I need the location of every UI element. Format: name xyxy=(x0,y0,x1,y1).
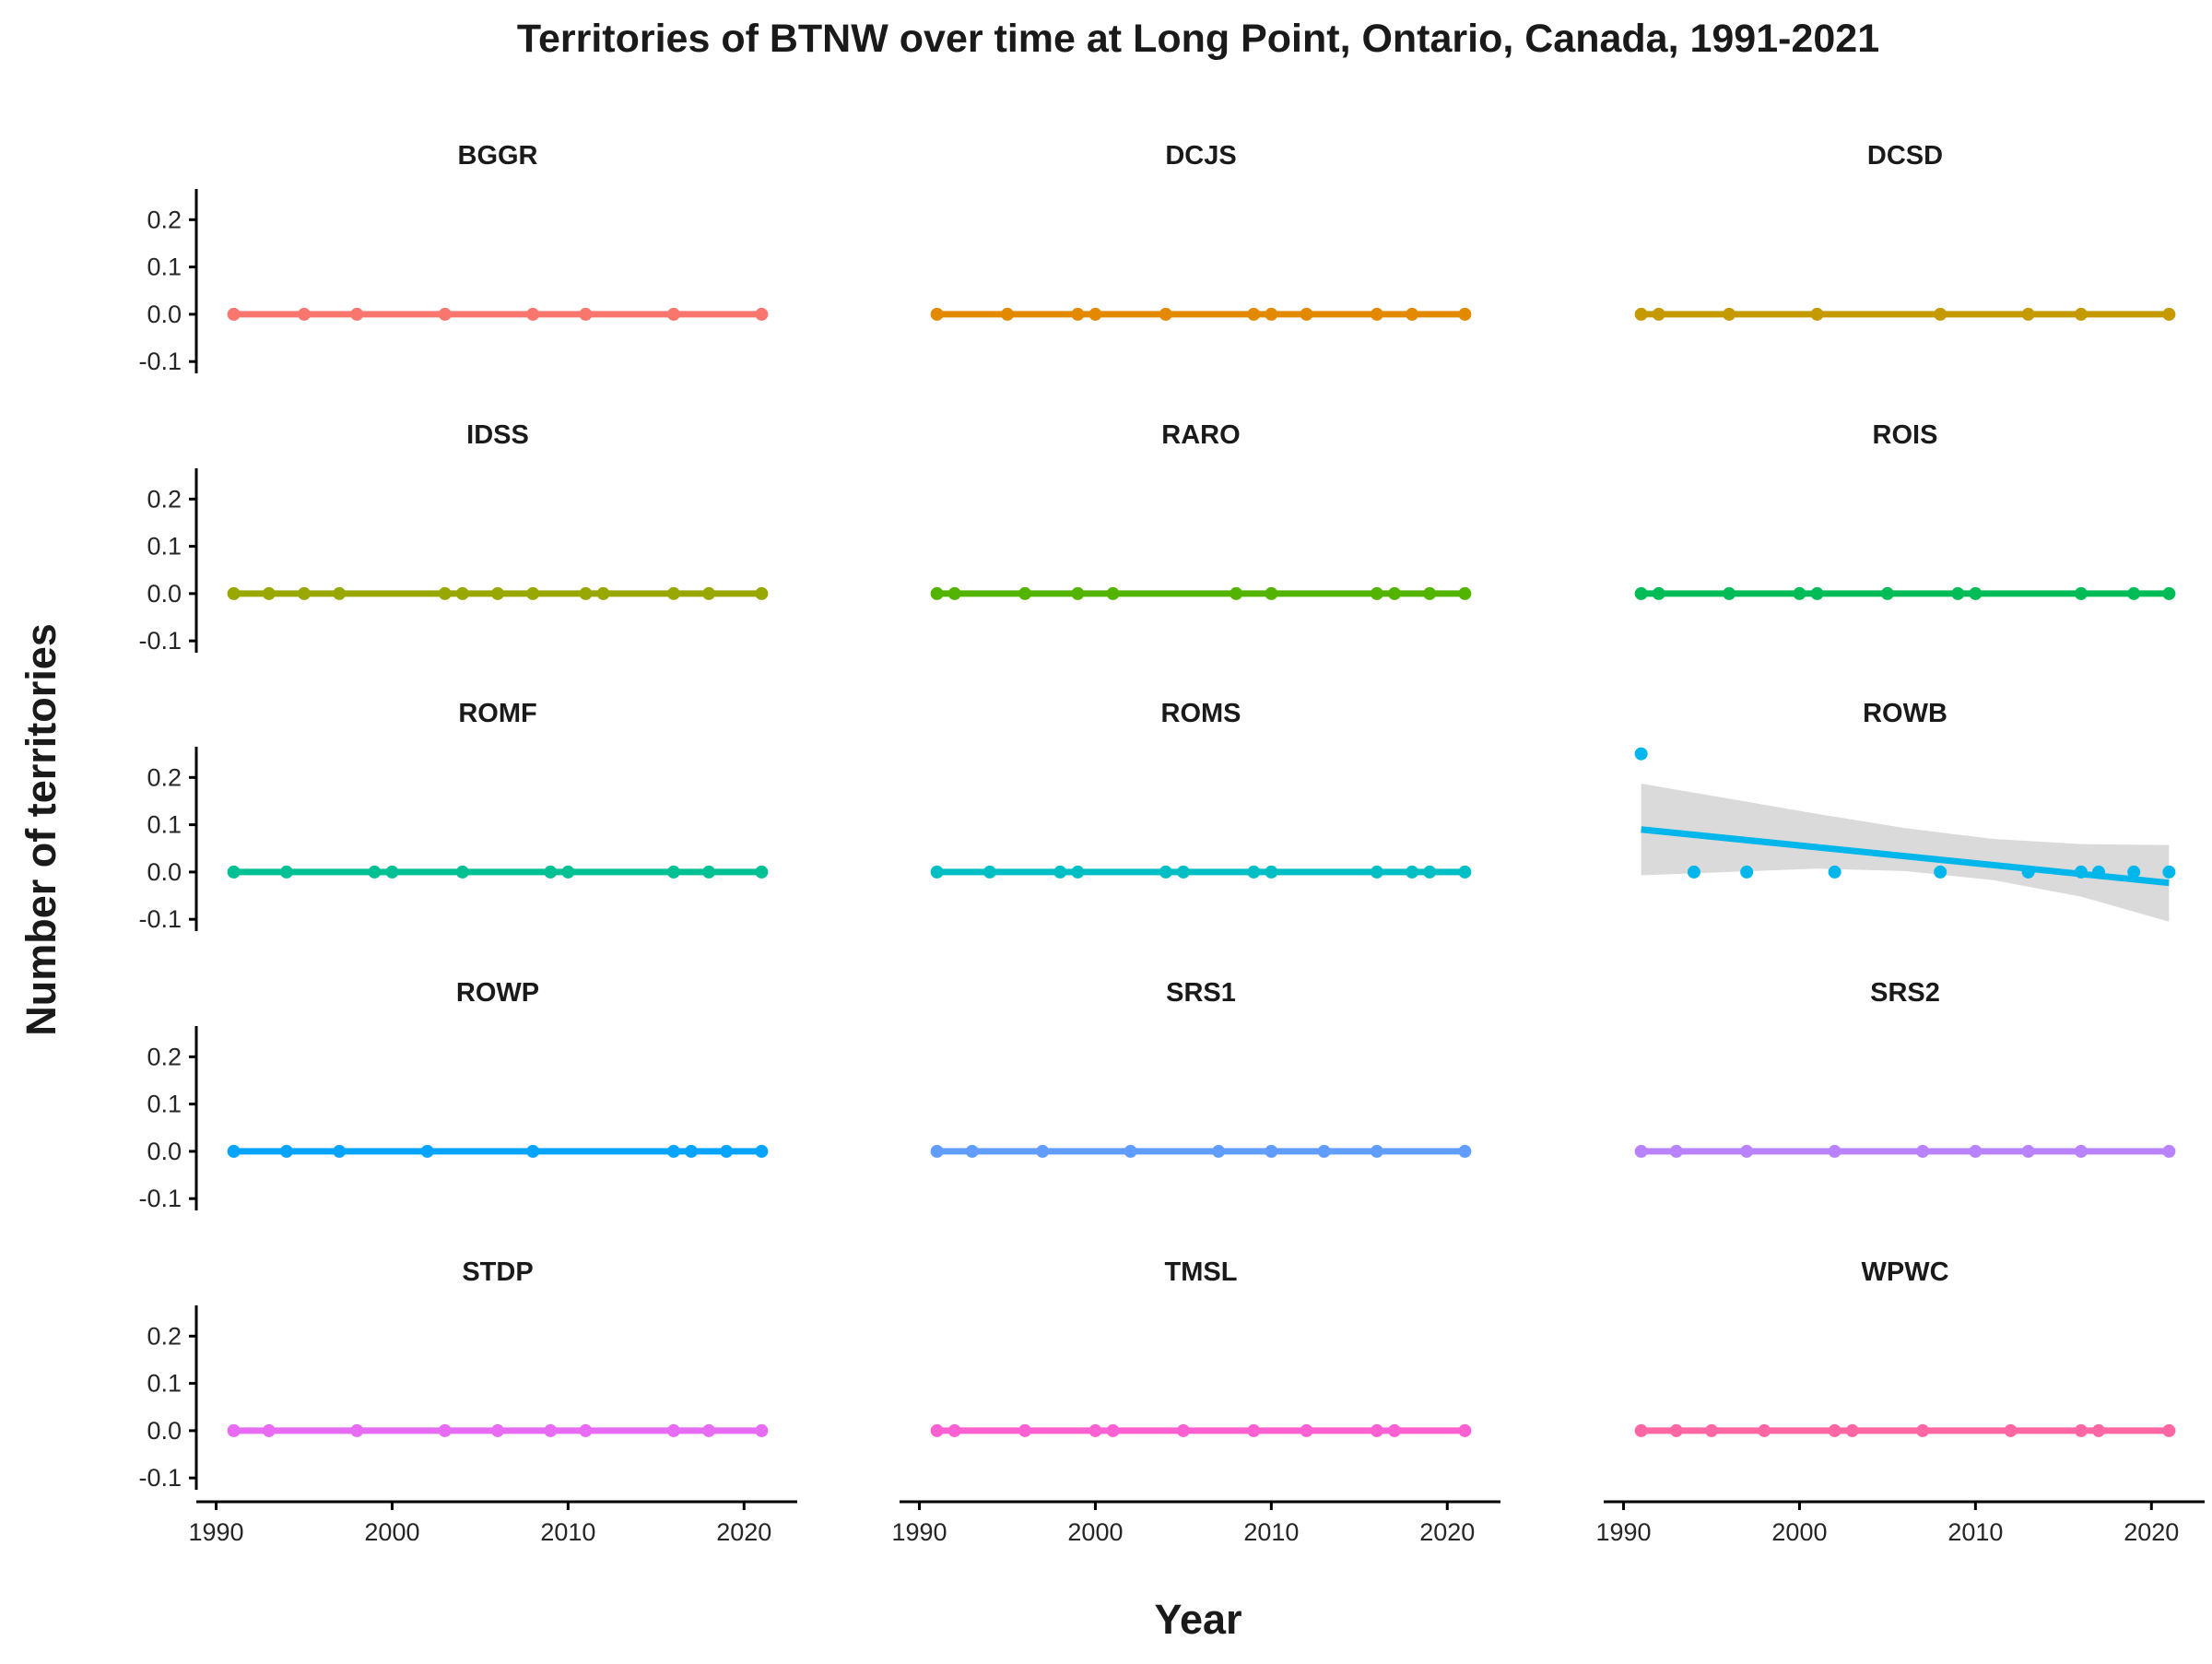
x-tick-label: 1990 xyxy=(1596,1518,1652,1546)
y-axis-title: Number of territories xyxy=(18,623,65,1036)
data-point-rowb xyxy=(1740,865,1754,879)
fit-line-rowb xyxy=(1641,826,2170,887)
panel-title-srs2: SRS2 xyxy=(1870,978,1940,1008)
facet-panel-rois: ROIS xyxy=(1634,420,2176,600)
y-tick-label: 0.1 xyxy=(147,533,182,561)
panel-title-rowb: ROWB xyxy=(1863,699,1947,728)
x-tick-label: 1990 xyxy=(892,1518,947,1546)
data-point-rowb xyxy=(1687,865,1700,879)
y-tick-label: 0.0 xyxy=(147,1138,182,1165)
x-axis-title: Year xyxy=(1154,1596,1241,1643)
facet-panel-stdp: STDP -0.1 0.0 0.1 0.2 1990 2000 2010 2020 xyxy=(138,1257,797,1546)
y-tick-label: 0.2 xyxy=(147,763,182,791)
facet-panel-roms: ROMS xyxy=(930,699,1472,879)
data-point-rowb xyxy=(1634,747,1648,761)
panel-title-wpwc: WPWC xyxy=(1861,1257,1948,1287)
x-tick-label: 2000 xyxy=(364,1518,419,1546)
y-tick-label: 0.0 xyxy=(147,580,182,608)
y-tick-label: 0.2 xyxy=(147,485,182,513)
x-tick-label: 2010 xyxy=(1947,1518,2003,1546)
panel-title-dcjs: DCJS xyxy=(1165,141,1236,171)
x-tick-label: 1990 xyxy=(189,1518,244,1546)
facet-panel-rowb: ROWB xyxy=(1634,699,2176,922)
panel-title-stdp: STDP xyxy=(462,1257,533,1287)
y-tick-label: -0.1 xyxy=(138,627,182,655)
data-point-rowb xyxy=(1828,865,1841,879)
facet-panel-rowp: ROWP -0.1 0.0 0.1 0.2 xyxy=(138,978,769,1212)
facet-panel-srs1: SRS1 xyxy=(930,978,1472,1158)
panel-title-raro: RARO xyxy=(1161,420,1240,450)
panel-title-roms: ROMS xyxy=(1161,699,1241,728)
y-tick-label: 0.1 xyxy=(147,254,182,281)
y-tick-label: -0.1 xyxy=(138,1464,182,1492)
panel-title-bggr: BGGR xyxy=(458,141,538,171)
panel-title-idss: IDSS xyxy=(466,420,529,450)
facet-panel-wpwc: WPWC 1990 2000 2010 2020 xyxy=(1596,1257,2205,1546)
y-tick-label: 0.1 xyxy=(147,1091,182,1118)
facet-panel-bggr: BGGR -0.1 0.0 0.1 0.2 xyxy=(138,141,769,375)
facet-panel-dcjs: DCJS xyxy=(930,141,1472,321)
y-tick-label: 0.1 xyxy=(147,811,182,839)
y-tick-label: 0.0 xyxy=(147,301,182,328)
facet-panel-srs2: SRS2 xyxy=(1634,978,2176,1158)
x-tick-label: 2000 xyxy=(1067,1518,1123,1546)
x-tick-label: 2020 xyxy=(2124,1518,2179,1546)
panel-title-rowp: ROWP xyxy=(456,978,539,1008)
x-tick-label: 2020 xyxy=(716,1518,771,1546)
x-tick-label: 2000 xyxy=(1771,1518,1827,1546)
y-tick-label: -0.1 xyxy=(138,1185,182,1212)
x-tick-label: 2010 xyxy=(1243,1518,1299,1546)
data-point-rowb xyxy=(2127,865,2141,879)
panel-title-romf: ROMF xyxy=(458,699,536,728)
facet-panel-dcsd: DCSD xyxy=(1634,141,2176,321)
panel-title-dcsd: DCSD xyxy=(1867,141,1943,171)
y-tick-label: 0.0 xyxy=(147,1417,182,1445)
panel-title-srs1: SRS1 xyxy=(1166,978,1236,1008)
y-tick-label: 0.2 xyxy=(147,1322,182,1350)
facet-panel-raro: RARO xyxy=(930,420,1472,600)
panel-title-rois: ROIS xyxy=(1873,420,1938,450)
facet-panel-tmsl: TMSL 1990 2000 2010 2020 xyxy=(892,1257,1500,1546)
data-point-rowb xyxy=(2162,865,2176,879)
x-tick-label: 2020 xyxy=(1419,1518,1475,1546)
data-point-rowb xyxy=(1934,865,1947,879)
x-tick-label: 2010 xyxy=(540,1518,595,1546)
y-tick-label: -0.1 xyxy=(138,348,182,375)
facet-panels: BGGR -0.1 0.0 0.1 0.2 DCJS DCSD IDSS -0.1 0.0 0.1 0… xyxy=(138,141,2205,1546)
chart-title: Territories of BTNW over time at Long Po… xyxy=(517,17,1879,61)
y-tick-label: -0.1 xyxy=(138,905,182,933)
y-tick-label: 0.0 xyxy=(147,858,182,886)
facet-panel-romf: ROMF -0.1 0.0 0.1 0.2 xyxy=(138,699,769,933)
y-tick-label: 0.2 xyxy=(147,1043,182,1070)
panel-title-tmsl: TMSL xyxy=(1165,1257,1238,1287)
y-tick-label: 0.2 xyxy=(147,206,182,233)
confidence-band-rowb xyxy=(1641,784,2170,922)
facet-panel-idss: IDSS -0.1 0.0 0.1 0.2 xyxy=(138,420,769,655)
y-tick-label: 0.1 xyxy=(147,1370,182,1398)
